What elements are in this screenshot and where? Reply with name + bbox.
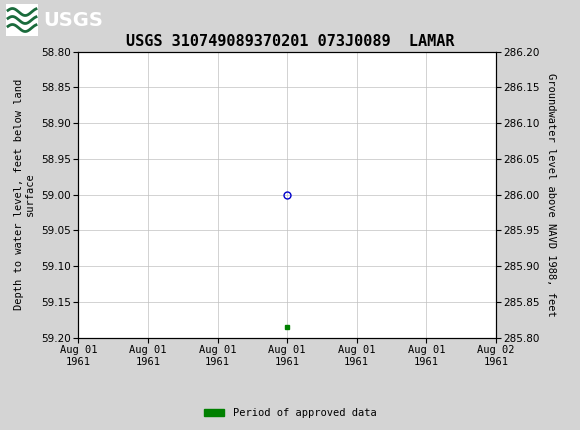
Y-axis label: Groundwater level above NAVD 1988, feet: Groundwater level above NAVD 1988, feet xyxy=(546,73,556,316)
Text: USGS 310749089370201 073J0089  LAMAR: USGS 310749089370201 073J0089 LAMAR xyxy=(126,34,454,49)
Bar xyxy=(6,4,38,36)
Legend: Period of approved data: Period of approved data xyxy=(200,404,380,423)
Text: USGS: USGS xyxy=(43,10,103,30)
Y-axis label: Depth to water level, feet below land
surface: Depth to water level, feet below land su… xyxy=(14,79,35,310)
